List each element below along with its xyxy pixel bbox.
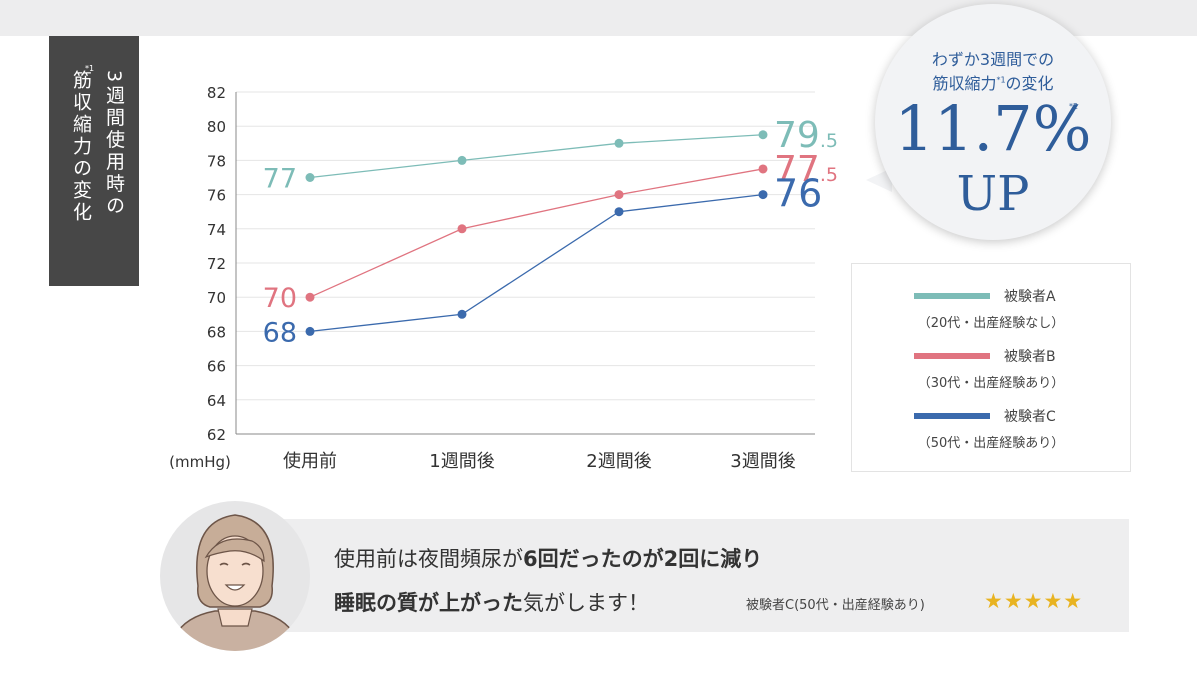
data-point	[614, 190, 624, 200]
bubble-line-2: 筋収縮力*1の変化	[932, 74, 1054, 93]
bubble-line-1: わずか3週間での	[931, 50, 1055, 69]
start-value-label: 77	[263, 164, 297, 195]
y-tick-label: 66	[207, 358, 226, 376]
y-tick-label: 80	[207, 118, 226, 136]
legend-sub-b: （30代・出産経験あり）	[917, 376, 1065, 391]
y-tick-label: 74	[207, 221, 226, 239]
side-label-line-2: 筋収縮力の変化	[70, 70, 92, 224]
legend-sub-a: （20代・出産経験なし）	[917, 316, 1065, 331]
legend-name-c: 被験者C	[1004, 409, 1056, 425]
side-label-note: *1	[85, 64, 95, 73]
legend-name-b: 被験者B	[1004, 349, 1056, 365]
legend-sub-c: （50代・出産経験あり）	[917, 436, 1065, 451]
data-point	[457, 309, 467, 319]
end-value-label: 77.5	[774, 149, 838, 190]
data-point	[305, 173, 315, 182]
data-point	[758, 164, 768, 174]
result-bubble: わずか3週間での 筋収縮力*1の変化 11.7% *2 UP	[875, 4, 1111, 240]
y-tick-label: 78	[207, 152, 226, 170]
data-point	[457, 155, 467, 165]
end-value-label: 79.5	[774, 115, 838, 156]
testimonial-line-1: 使用前は夜間頻尿が6回だったのが2回に減り	[334, 547, 763, 571]
bubble-up: UP	[956, 166, 1030, 222]
y-tick-label: 82	[207, 84, 226, 102]
avatar-illustration-icon	[160, 501, 310, 651]
end-value-label: 76	[774, 172, 822, 216]
x-tick-label: 使用前	[283, 451, 337, 472]
legend-swatch-b	[914, 353, 990, 359]
start-value-label: 68	[263, 317, 297, 348]
y-tick-label: 62	[207, 426, 226, 444]
data-point	[305, 326, 315, 336]
y-tick-label: 72	[207, 255, 226, 273]
testimonial-box: 使用前は夜間頻尿が6回だったのが2回に減り 睡眠の質が上がった気がします！ 被験…	[244, 519, 1129, 632]
x-tick-label: 1週間後	[429, 451, 494, 472]
data-point	[457, 224, 467, 234]
bubble-percent: 11.7%	[894, 92, 1092, 165]
series-line	[309, 168, 764, 298]
data-point	[305, 292, 315, 302]
start-value-label: 70	[263, 283, 297, 314]
series-line	[309, 193, 764, 333]
legend-swatch-a	[914, 293, 990, 299]
x-tick-label: 3週間後	[730, 451, 795, 472]
legend-name-a: 被験者A	[1004, 289, 1056, 305]
y-tick-label: 70	[207, 289, 226, 307]
data-point	[758, 130, 768, 140]
y-axis-label: (mmHg)	[169, 453, 231, 471]
side-label: 3週間使用時の 筋収縮力の変化 *1	[49, 36, 139, 286]
y-tick-label: 68	[207, 323, 226, 341]
rating-stars-icon: ★★★★★	[984, 589, 1084, 613]
x-tick-label: 2週間後	[586, 451, 651, 472]
data-point	[758, 190, 768, 200]
legend-swatch-c	[914, 413, 990, 419]
y-tick-label: 76	[207, 187, 226, 205]
side-label-line-1: 3週間使用時の	[103, 70, 125, 218]
data-point	[614, 138, 624, 148]
y-tick-label: 64	[207, 392, 226, 410]
testimonial-line-2: 睡眠の質が上がった気がします！	[334, 591, 649, 615]
testimonial-author: 被験者C(50代・出産経験あり)	[746, 598, 925, 613]
data-point	[614, 207, 624, 217]
chart-legend: 被験者A （20代・出産経験なし） 被験者B （30代・出産経験あり） 被験者C…	[851, 263, 1131, 472]
bubble-percent-note: *2	[1069, 102, 1079, 111]
series-line	[309, 134, 764, 179]
